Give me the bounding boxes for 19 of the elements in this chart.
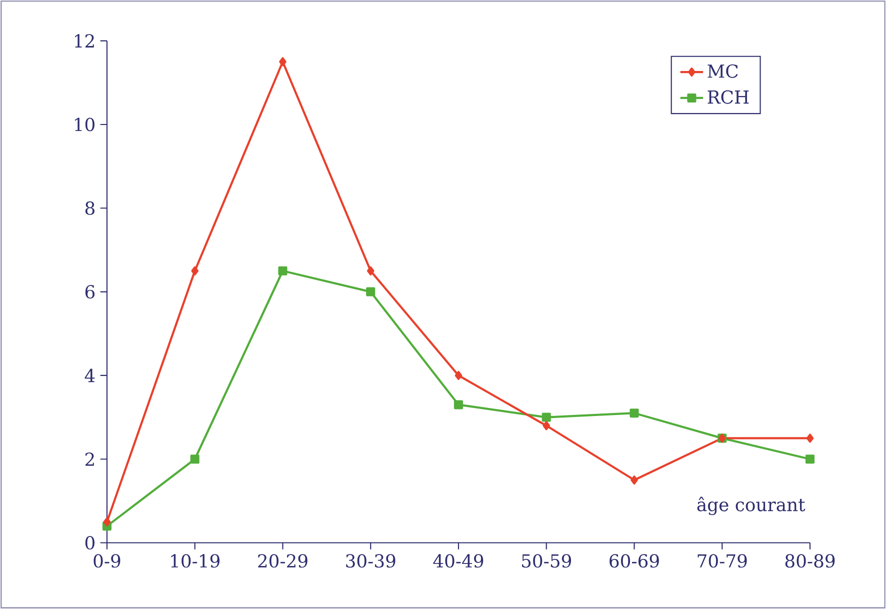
y-tick-label: 10 (75, 118, 94, 132)
y-tick-label: 12 (75, 34, 94, 48)
x-tick-label: 10-19 (171, 554, 220, 568)
x-tick-label: 70-79 (698, 554, 747, 568)
legend-label: MC (708, 64, 738, 78)
y-tick-label: 8 (85, 201, 94, 215)
legend-label: RCH (708, 90, 749, 104)
y-tick-label: 2 (85, 452, 94, 466)
x-tick-label: 80-89 (785, 554, 835, 568)
y-tick-label: 0 (85, 536, 94, 550)
x-axis-title: âge courant (697, 496, 806, 516)
x-tick-label: 40-49 (433, 554, 484, 568)
y-tick-label: 6 (85, 285, 95, 299)
x-tick-label: 0-9 (94, 554, 120, 568)
x-tick-label: 50-59 (522, 554, 572, 568)
x-tick-label: 20-29 (258, 554, 308, 568)
y-tick-label: 4 (84, 368, 95, 382)
x-tick-label: 30-39 (346, 554, 396, 568)
x-tick-label: 60-69 (610, 554, 659, 568)
